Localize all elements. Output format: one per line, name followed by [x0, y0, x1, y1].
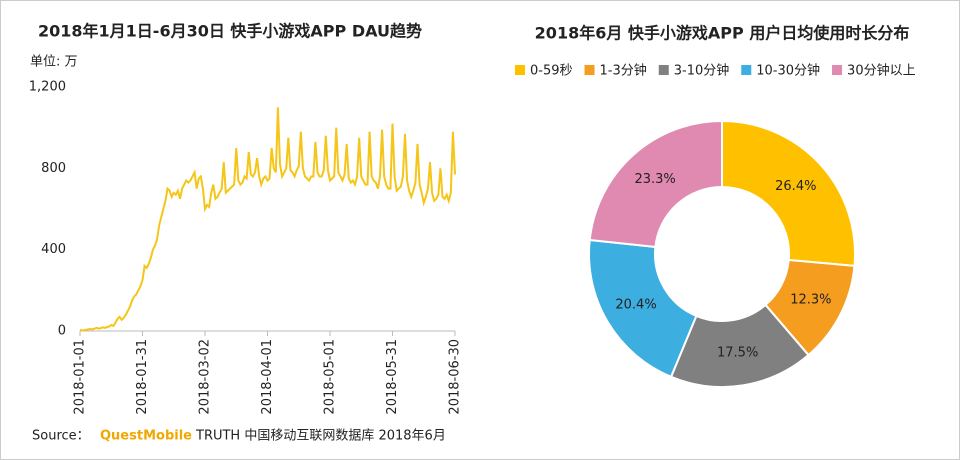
- donut-slice: [721, 119, 856, 267]
- x-tick-label: 2018-05-31: [385, 339, 400, 415]
- value-label: 12.3%: [790, 292, 831, 307]
- x-tick-label: 2018-06-30: [448, 339, 463, 415]
- legend-swatch: [832, 65, 843, 75]
- value-label: 26.4%: [775, 179, 816, 194]
- y-tick-label: 0: [58, 324, 66, 339]
- x-tick-label: 2018-05-01: [323, 339, 338, 415]
- source-label: Source：: [32, 429, 90, 444]
- legend-label: 1-3分钟: [600, 63, 647, 79]
- legend-swatch: [584, 65, 595, 75]
- legend-swatch: [658, 65, 669, 75]
- source-text: TRUTH 中国移动互联网数据库 2018年6月: [195, 428, 446, 444]
- value-label: 20.4%: [615, 298, 656, 313]
- value-label: 23.3%: [634, 172, 675, 187]
- x-tick-label: 2018-03-02: [198, 339, 213, 415]
- donut-slice: [588, 238, 698, 379]
- source-brand: QuestMobile: [100, 429, 192, 444]
- x-tick-label: 2018-04-01: [260, 339, 275, 415]
- legend-label: 30分钟以上: [847, 63, 916, 79]
- legend-label: 10-30分钟: [756, 63, 820, 79]
- y-tick-label: 400: [41, 242, 66, 257]
- donut-slice: [588, 119, 723, 249]
- x-tick-label: 2018-01-31: [135, 339, 150, 415]
- legend-label: 0-59秒: [530, 64, 573, 79]
- y-tick-label: 800: [41, 161, 66, 176]
- y-tick-label: 1,200: [29, 80, 66, 95]
- legend-swatch: [741, 65, 752, 75]
- donut-slice: [669, 303, 810, 388]
- donut-title: 2018年6月 快手小游戏APP 用户日均使用时长分布: [535, 24, 910, 43]
- y-unit: 单位: 万: [30, 55, 78, 70]
- legend-swatch: [515, 65, 525, 75]
- legend-label: 3-10分钟: [674, 63, 730, 79]
- x-tick-label: 2018-01-01: [73, 339, 88, 415]
- line-title: 2018年1月1日-6月30日 快手小游戏APP DAU趋势: [38, 22, 422, 41]
- line: [79, 107, 456, 332]
- value-label: 17.5%: [717, 345, 758, 360]
